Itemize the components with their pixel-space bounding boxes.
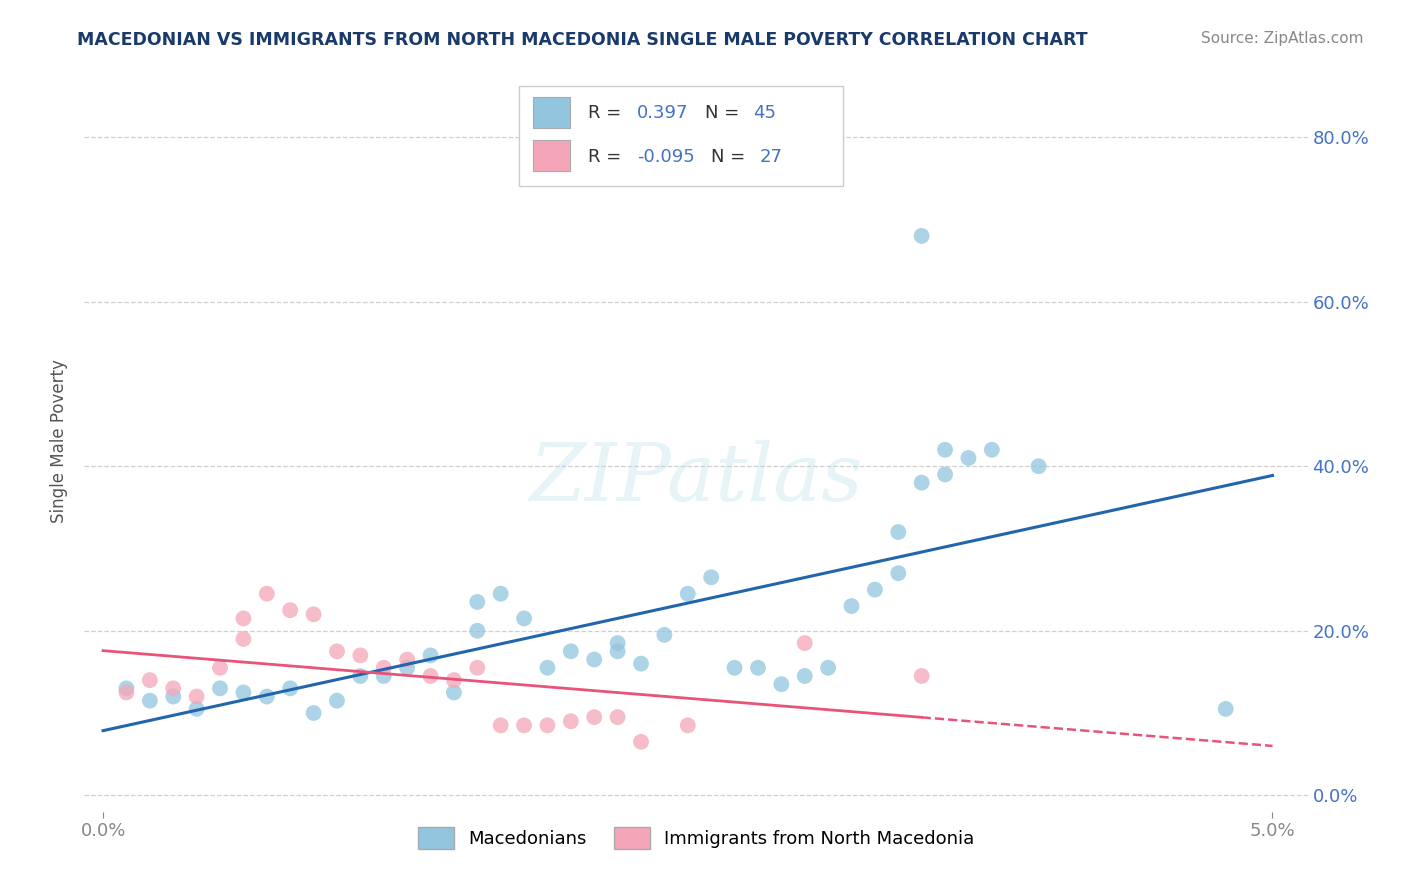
Point (162, 690, 184, 704)
Point (606, 710, 628, 724)
Text: N =: N = (704, 103, 745, 122)
Point (139, 694, 162, 708)
Point (396, 661, 419, 675)
Text: ZIPatlas: ZIPatlas (529, 440, 863, 517)
Point (911, 228, 934, 243)
Bar (533, 97, 569, 128)
Point (465, 595, 488, 609)
Point (349, 648, 371, 663)
Point (489, 587, 512, 601)
Point (162, 681, 184, 696)
Point (841, 599, 863, 613)
Point (560, 714, 582, 729)
Text: Source: ZipAtlas.com: Source: ZipAtlas.com (1201, 31, 1364, 46)
Text: R =: R = (588, 103, 627, 122)
Point (278, 603, 301, 617)
Point (583, 710, 606, 724)
Point (934, 442, 956, 457)
Point (957, 450, 980, 465)
Point (349, 669, 371, 683)
Point (208, 661, 231, 675)
Point (186, 690, 208, 704)
FancyBboxPatch shape (519, 87, 842, 186)
Point (186, 702, 208, 716)
Point (980, 442, 1002, 457)
Legend: Macedonians, Immigrants from North Macedonia: Macedonians, Immigrants from North Maced… (411, 820, 981, 856)
Bar (533, 140, 569, 171)
Point (115, 681, 138, 696)
Point (911, 475, 934, 490)
Point (793, 669, 815, 683)
Point (232, 611, 254, 625)
Point (934, 467, 956, 482)
Text: 0.397: 0.397 (637, 103, 689, 122)
Point (536, 661, 558, 675)
Point (911, 669, 934, 683)
Text: R =: R = (588, 147, 627, 166)
Point (326, 694, 349, 708)
Point (256, 587, 278, 601)
Point (373, 661, 395, 675)
Point (232, 632, 254, 646)
Point (887, 524, 910, 539)
Point (770, 677, 793, 691)
Point (419, 648, 441, 663)
Point (817, 661, 839, 675)
Point (232, 685, 254, 699)
Point (560, 644, 582, 658)
Point (139, 673, 162, 687)
Point (278, 681, 301, 696)
Text: 27: 27 (759, 147, 783, 166)
Point (1028, 459, 1050, 474)
Point (863, 582, 886, 597)
Point (208, 681, 231, 696)
Point (302, 607, 325, 622)
Point (302, 706, 325, 720)
Point (536, 718, 558, 732)
Point (606, 644, 628, 658)
Point (1215, 702, 1237, 716)
Point (606, 636, 628, 650)
Text: N =: N = (710, 147, 751, 166)
Y-axis label: Single Male Poverty: Single Male Poverty (51, 359, 69, 524)
Point (465, 624, 488, 638)
Point (887, 566, 910, 581)
Point (465, 661, 488, 675)
Point (747, 661, 769, 675)
Point (513, 718, 536, 732)
Text: MACEDONIAN VS IMMIGRANTS FROM NORTH MACEDONIA SINGLE MALE POVERTY CORRELATION CH: MACEDONIAN VS IMMIGRANTS FROM NORTH MACE… (77, 31, 1088, 49)
Point (583, 652, 606, 666)
Point (489, 718, 512, 732)
Point (443, 685, 465, 699)
Point (326, 644, 349, 658)
Point (373, 669, 395, 683)
Point (115, 685, 138, 699)
Point (630, 657, 652, 671)
Text: 45: 45 (754, 103, 776, 122)
Point (443, 673, 465, 687)
Point (676, 587, 699, 601)
Point (654, 628, 676, 642)
Point (396, 652, 419, 666)
Point (723, 661, 745, 675)
Text: -0.095: -0.095 (637, 147, 695, 166)
Point (256, 690, 278, 704)
Point (793, 636, 815, 650)
Point (513, 611, 536, 625)
Point (630, 735, 652, 749)
Point (419, 669, 441, 683)
Point (700, 570, 723, 584)
Point (676, 718, 699, 732)
